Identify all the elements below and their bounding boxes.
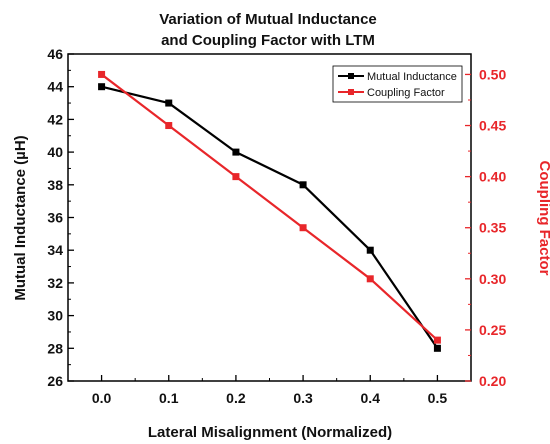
chart-title-line-2: and Coupling Factor with LTM <box>161 32 375 49</box>
data-point-coupling-factor <box>366 275 374 283</box>
chart-title-line-1: Variation of Mutual Inductance <box>159 11 377 28</box>
x-tick-label: 0.4 <box>361 390 381 406</box>
data-point-mutual-inductance <box>433 344 441 352</box>
plot-frame <box>67 53 472 382</box>
left-tick-label: 46 <box>47 46 63 62</box>
right-tick-label: 0.40 <box>479 169 506 185</box>
x-tick-label: 0.2 <box>226 390 246 406</box>
data-point-mutual-inductance <box>366 246 374 254</box>
left-tick-label: 34 <box>47 242 63 258</box>
left-axis: 26 28 30 32 34 36 38 40 42 44 46 <box>47 46 74 389</box>
x-tick-label: 0.5 <box>428 390 448 406</box>
data-point-mutual-inductance <box>232 148 240 156</box>
legend-label-mutual-inductance: Mutual Inductance <box>367 71 457 83</box>
series-line-mutual-inductance <box>101 85 439 349</box>
legend-box <box>332 65 463 103</box>
left-tick-label: 38 <box>47 177 63 193</box>
left-tick-label: 32 <box>47 275 63 291</box>
legend: Mutual Inductance Coupling Factor <box>332 65 463 103</box>
data-point-mutual-inductance <box>165 99 173 107</box>
left-tick-label: 30 <box>47 308 63 324</box>
left-tick-label: 26 <box>47 373 63 389</box>
legend-label-coupling-factor: Coupling Factor <box>367 87 445 99</box>
right-tick-label: 0.25 <box>479 322 506 338</box>
x-tick-label: 0.1 <box>159 390 179 406</box>
left-tick-label: 44 <box>47 79 63 95</box>
series-layer <box>98 70 441 352</box>
data-point-coupling-factor <box>165 122 173 130</box>
x-axis-label: Lateral Misalignment (Normalized) <box>148 424 392 441</box>
x-axis: 0.0 0.1 0.2 0.3 0.4 0.5 <box>92 375 448 406</box>
data-point-coupling-factor <box>98 70 106 78</box>
y-axis-label-right: Coupling Factor <box>536 161 550 276</box>
data-point-coupling-factor <box>433 336 441 344</box>
left-tick-label: 28 <box>47 340 63 356</box>
left-tick-label: 40 <box>47 144 63 160</box>
series-line-coupling-factor <box>100 73 439 341</box>
x-tick-label: 0.3 <box>293 390 313 406</box>
right-tick-label: 0.45 <box>479 118 506 134</box>
right-tick-label: 0.20 <box>479 373 506 389</box>
left-tick-label: 42 <box>47 111 63 127</box>
data-point-mutual-inductance <box>299 181 307 189</box>
left-tick-label: 36 <box>47 210 63 226</box>
data-point-coupling-factor <box>232 173 240 181</box>
x-tick-label: 0.0 <box>92 390 112 406</box>
data-point-mutual-inductance <box>98 83 106 91</box>
legend-marker-coupling-factor <box>348 89 354 95</box>
legend-marker-mutual-inductance <box>348 73 354 79</box>
y-axis-label-left: Mutual Inductance (µH) <box>12 135 29 300</box>
right-axis: 0.20 0.25 0.30 0.35 0.40 0.45 0.50 <box>465 66 506 389</box>
right-tick-label: 0.50 <box>479 66 506 82</box>
data-point-coupling-factor <box>299 224 307 232</box>
right-tick-label: 0.30 <box>479 271 506 287</box>
right-tick-label: 0.35 <box>479 220 506 236</box>
